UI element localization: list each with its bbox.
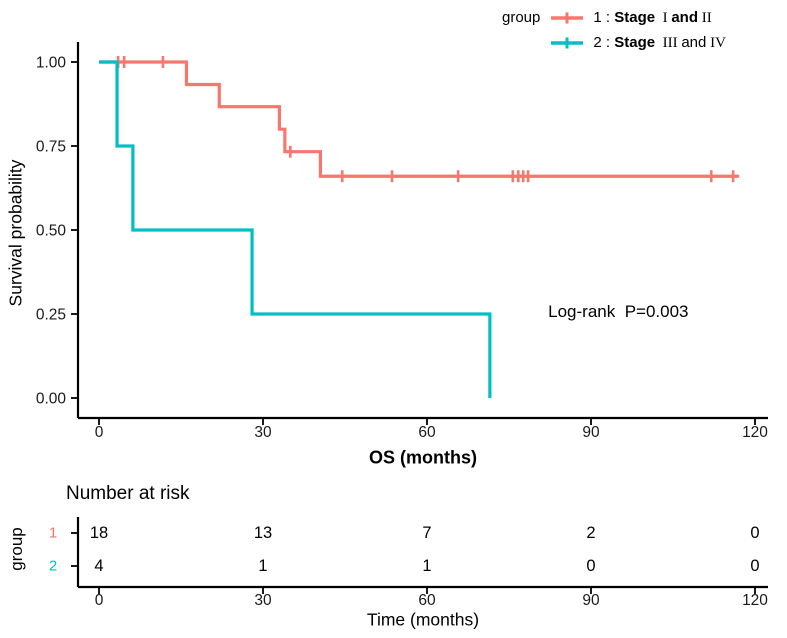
risk-x-axis-tick-label: 60 [418, 592, 436, 609]
x-axis-tick-label: 30 [254, 424, 272, 441]
risk-x-axis-tick-label: 90 [582, 592, 600, 609]
risk-value: 13 [253, 523, 273, 542]
risk-value: 7 [422, 523, 432, 542]
y-axis-title: Survival probability [5, 159, 26, 307]
risk-value: 1 [258, 556, 268, 575]
legend-item-2: 2 : Stage III and IV [549, 34, 726, 52]
legend-rows: 1 : Stage I and II 2 : Stage III and IV [549, 9, 726, 52]
x-axis-title: OS (months) [369, 447, 477, 468]
survival-curve-group-2 [99, 60, 492, 398]
risk-x-axis-tick-label: 0 [95, 592, 104, 609]
y-axis-tick-label: 1.00 [36, 55, 67, 72]
y-axis-tick-label: 0.00 [36, 391, 67, 408]
risk-row-label-2: 2 [48, 557, 58, 575]
risk-value: 1 [422, 556, 432, 575]
y-axis-tick-label: 0.75 [36, 139, 66, 156]
legend-key-line-plus-icon [551, 37, 584, 49]
survival-curve-group-1 [99, 60, 739, 178]
x-axis-tick-label: 0 [95, 424, 104, 441]
legend-item-label: 1 : Stage I and II [593, 9, 712, 26]
risk-x-axis-tick-label: 120 [742, 592, 768, 609]
risk-value: 18 [89, 523, 109, 542]
risk-table-title: Number at risk [66, 483, 190, 504]
legend-key-line-plus-icon [551, 12, 584, 24]
risk-x-axis-tick-label: 30 [254, 592, 272, 609]
risk-value: 0 [586, 556, 596, 575]
risk-row-label-1: 1 [48, 524, 58, 542]
risk-value: 0 [750, 556, 760, 575]
risk-value: 2 [586, 523, 596, 542]
x-axis-tick-label: 90 [582, 424, 600, 441]
x-axis-tick-label: 60 [418, 424, 436, 441]
y-axis-tick-label: 0.50 [36, 223, 67, 240]
risk-table-x-axis-title: Time (months) [366, 609, 480, 630]
legend-title: group [502, 9, 541, 26]
legend-item-1: 1 : Stage I and II [549, 9, 726, 27]
legend-item-label: 2 : Stage III and IV [593, 34, 726, 51]
risk-value: 4 [94, 556, 104, 575]
risk-value: 0 [750, 523, 760, 542]
y-axis-tick-label: 0.25 [36, 307, 66, 324]
legend: group 1 : Stage I and II 2 : Stage III an… [502, 9, 726, 52]
x-axis-tick-label: 120 [742, 424, 768, 441]
logrank-annotation: Log-rank P=0.003 [548, 302, 689, 322]
risk-table-y-axis-title: group [7, 527, 26, 571]
